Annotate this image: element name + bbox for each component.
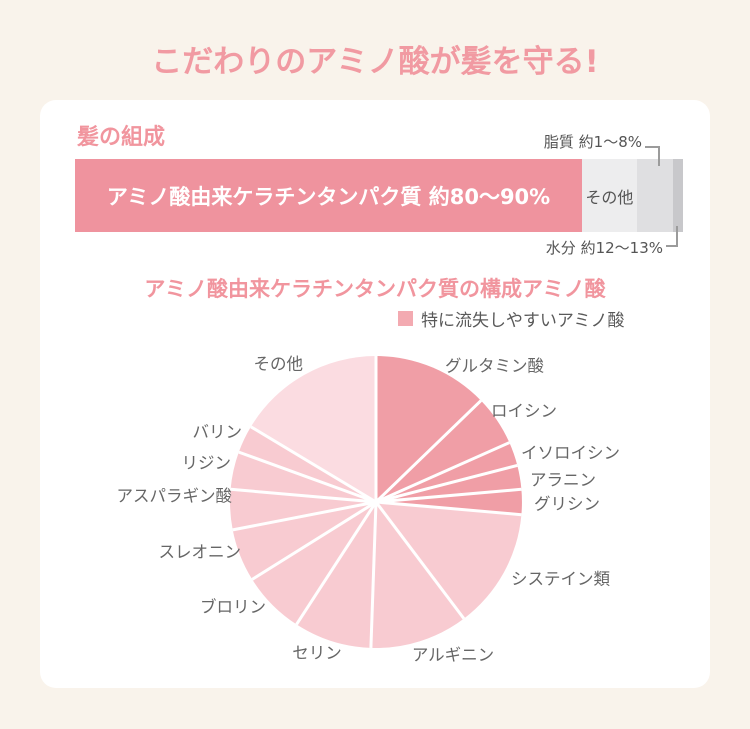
pie-divider xyxy=(374,501,466,620)
bar-segment-lipid xyxy=(672,159,683,232)
pie-divider xyxy=(250,425,377,504)
pie-divider xyxy=(375,463,518,504)
pie-label: ロイシン xyxy=(491,402,557,421)
pie-segment xyxy=(376,356,481,502)
pie-legend: 特に流失しやすいアミノ酸 xyxy=(398,306,625,331)
pie-segment xyxy=(250,356,376,502)
lipid-annotation: 脂質 約1〜8% xyxy=(543,133,642,151)
pie-segment xyxy=(376,502,522,619)
pie-segment xyxy=(376,400,510,502)
bar-segment-water xyxy=(636,159,673,232)
bar-other-label: その他 xyxy=(585,187,634,207)
pie-divider xyxy=(375,441,511,504)
pie-divider xyxy=(375,500,522,517)
page-title: こだわりのアミノ酸が髪を守る! xyxy=(151,44,599,80)
pie-divider xyxy=(369,501,378,648)
amino-composition-heading: アミノ酸由来ケラチンタンパク質の構成アミノ酸 xyxy=(144,277,606,301)
pie-label: グリシン xyxy=(534,495,600,514)
bar-segment-other: その他 xyxy=(582,159,637,232)
legend-swatch xyxy=(398,311,413,326)
bar-segment-keratin: アミノ酸由来ケラチンタンパク質 約80〜90% xyxy=(75,159,583,232)
pie-label: イソロイシン xyxy=(521,444,620,463)
pie-label: バリン xyxy=(193,423,243,442)
pie-segment xyxy=(238,426,376,502)
pie-label: グルタミン酸 xyxy=(445,357,545,376)
water-annotation: 水分 約12〜13% xyxy=(545,239,663,257)
legend-label: 特に流失しやすいアミノ酸 xyxy=(421,311,625,331)
pie-label: アスパラギン酸 xyxy=(117,487,233,506)
pie-label: ブロリン xyxy=(200,597,266,617)
pie-divider xyxy=(374,399,483,504)
bar-keratin-label: アミノ酸由来ケラチンタンパク質 約80〜90% xyxy=(106,184,551,209)
pie-segment xyxy=(252,502,376,625)
pie-label: アラニン xyxy=(530,471,596,490)
pie-label: スレオニン xyxy=(159,543,242,562)
pie-label: リジン xyxy=(182,454,232,473)
pie-label: システイン類 xyxy=(511,570,611,589)
pie-divider xyxy=(230,487,377,504)
pie-label: その他 xyxy=(254,355,304,374)
pie-label: セリン xyxy=(292,644,342,663)
pie-label: アルギニン xyxy=(412,646,494,665)
pie-segment xyxy=(232,502,376,580)
pie-divider xyxy=(238,450,377,504)
pie-divider xyxy=(375,487,522,504)
water-connector-line xyxy=(666,226,678,247)
pie-segment xyxy=(296,502,376,648)
hair-composition-bar: アミノ酸由来ケラチンタンパク質 約80〜90% その他 xyxy=(75,159,683,232)
lipid-connector-line xyxy=(645,146,660,166)
hair-composition-heading: 髪の組成 xyxy=(77,125,166,150)
pie-divider xyxy=(232,500,377,532)
pie-segment xyxy=(376,489,522,515)
pie-divider xyxy=(295,501,378,626)
pie-segment xyxy=(370,502,464,648)
pie-divider xyxy=(251,500,377,581)
